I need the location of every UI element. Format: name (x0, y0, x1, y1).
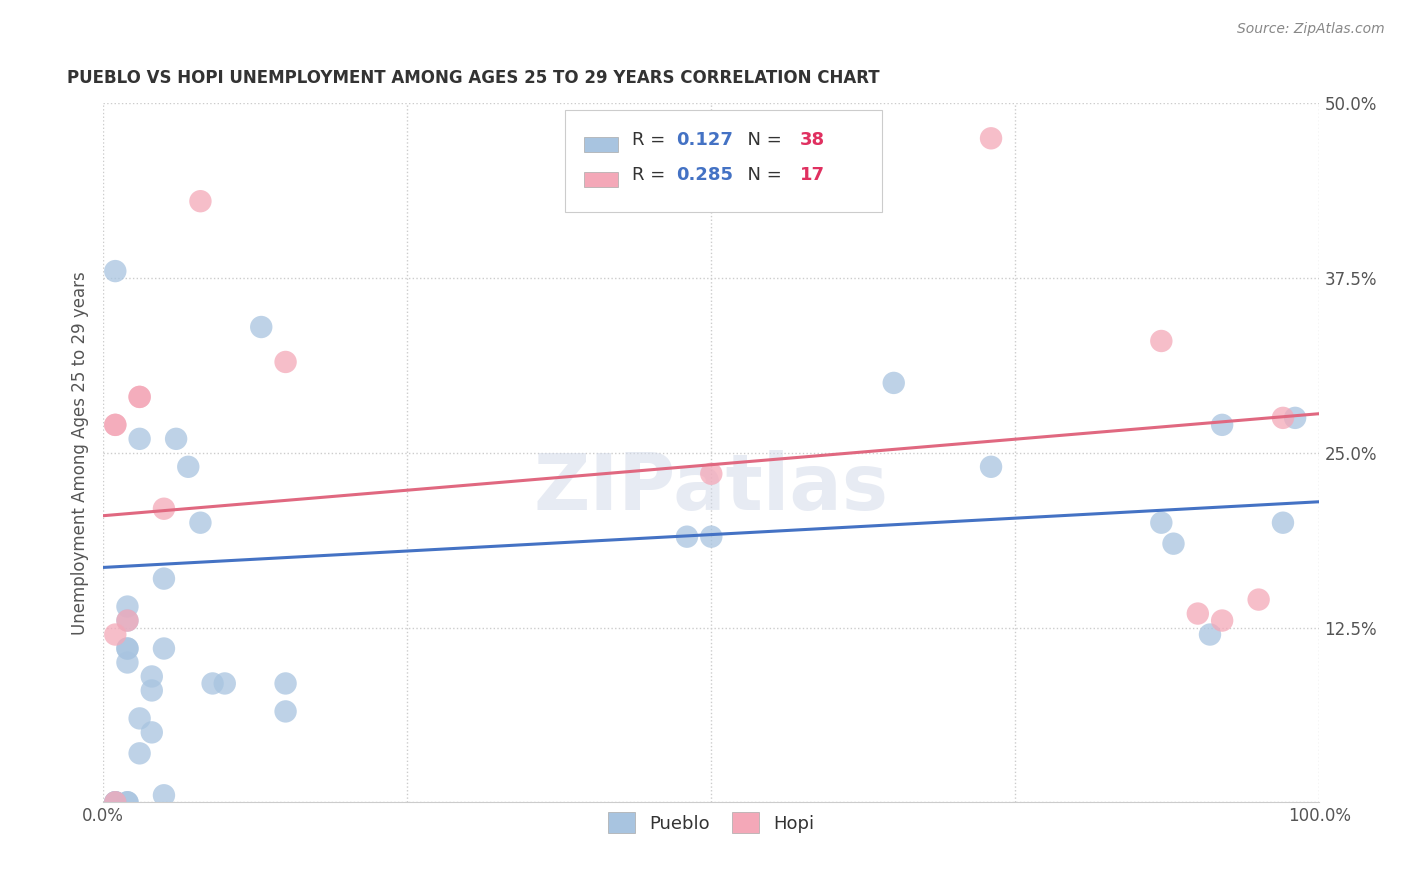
Point (117, 795, 139, 809)
Point (141, 669, 163, 683)
Point (1284, 410, 1306, 425)
Point (153, 789, 176, 803)
Text: N =: N = (735, 131, 787, 149)
Point (1199, 627, 1222, 641)
Y-axis label: Unemployment Among Ages 25 to 29 years: Unemployment Among Ages 25 to 29 years (72, 271, 89, 635)
FancyBboxPatch shape (583, 136, 617, 153)
Point (1163, 536, 1185, 550)
Point (104, 795, 127, 809)
Point (153, 572, 176, 586)
Point (117, 641, 139, 656)
Point (883, 376, 905, 390)
Text: Source: ZipAtlas.com: Source: ZipAtlas.com (1237, 22, 1385, 37)
Text: R =: R = (633, 166, 671, 185)
Point (676, 530, 699, 544)
Point (117, 614, 139, 628)
Point (117, 656, 139, 670)
Point (128, 390, 150, 404)
Text: ZIPatlas: ZIPatlas (534, 450, 889, 525)
Text: N =: N = (735, 166, 787, 185)
Point (104, 795, 127, 809)
Point (1187, 607, 1209, 621)
Point (980, 459, 1002, 474)
Point (141, 683, 163, 698)
Point (128, 432, 150, 446)
Point (104, 417, 127, 432)
Point (165, 432, 187, 446)
Text: R =: R = (633, 131, 671, 149)
Point (104, 795, 127, 809)
Point (128, 747, 150, 761)
Legend: Pueblo, Hopi: Pueblo, Hopi (599, 804, 824, 842)
Point (980, 131, 1002, 145)
Point (1150, 516, 1173, 530)
Point (104, 795, 127, 809)
Point (700, 467, 723, 481)
Point (700, 530, 723, 544)
Point (274, 705, 297, 719)
Text: 38: 38 (800, 131, 825, 149)
Point (153, 501, 176, 516)
Point (201, 676, 224, 690)
Point (117, 641, 139, 656)
Point (141, 725, 163, 739)
Point (117, 614, 139, 628)
Point (214, 676, 236, 690)
Point (1271, 410, 1294, 425)
Point (117, 795, 139, 809)
Point (190, 516, 212, 530)
Text: PUEBLO VS HOPI UNEMPLOYMENT AMONG AGES 25 TO 29 YEARS CORRELATION CHART: PUEBLO VS HOPI UNEMPLOYMENT AMONG AGES 2… (66, 69, 879, 87)
Point (117, 599, 139, 614)
Point (104, 627, 127, 641)
Point (1150, 334, 1173, 348)
Point (128, 711, 150, 725)
FancyBboxPatch shape (583, 171, 617, 187)
Text: 0.285: 0.285 (676, 166, 733, 185)
Point (1211, 417, 1233, 432)
Point (250, 320, 273, 334)
Point (1271, 516, 1294, 530)
Point (128, 390, 150, 404)
Text: 0.127: 0.127 (676, 131, 733, 149)
FancyBboxPatch shape (565, 111, 882, 211)
Point (104, 264, 127, 278)
Point (190, 194, 212, 209)
Point (1247, 592, 1270, 607)
Point (177, 459, 200, 474)
Point (104, 417, 127, 432)
Point (274, 676, 297, 690)
Point (153, 641, 176, 656)
Text: 17: 17 (800, 166, 825, 185)
Point (1211, 614, 1233, 628)
Point (274, 355, 297, 369)
